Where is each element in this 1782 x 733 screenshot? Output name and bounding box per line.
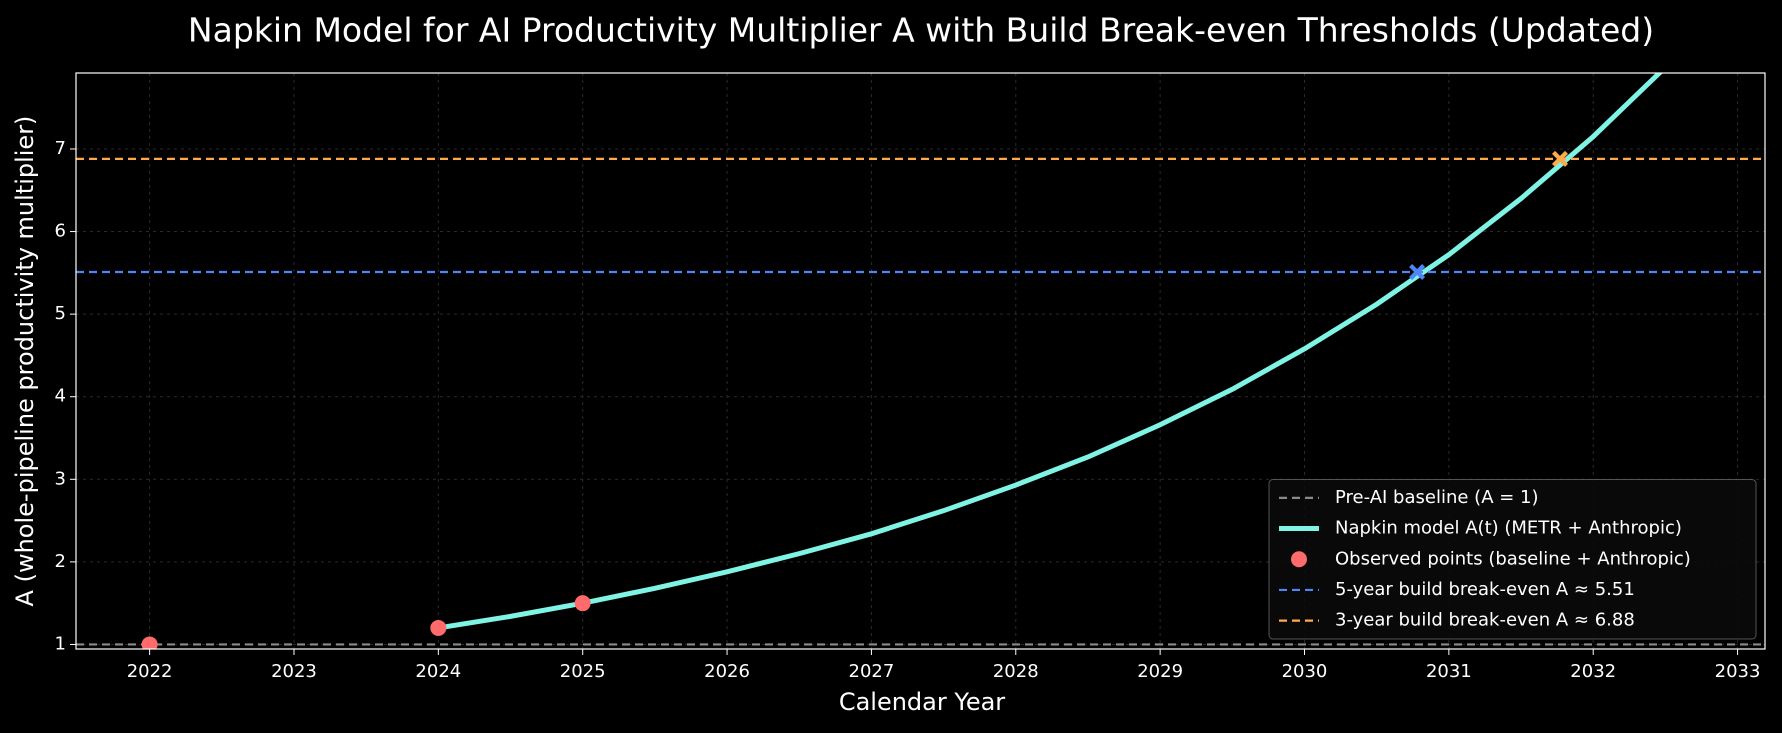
model-curve <box>437 73 1663 631</box>
y-axis-label: A (whole-pipeline productivity multiplie… <box>11 116 39 607</box>
y-tick-label: 3 <box>55 468 66 489</box>
x-axis-label: Calendar Year <box>839 688 1005 716</box>
chart-title: Napkin Model for AI Productivity Multipl… <box>188 11 1654 50</box>
plot-area <box>76 73 1765 649</box>
legend-label: Pre-AI baseline (A = 1) <box>1335 487 1539 508</box>
x-tick-label: 2025 <box>560 661 606 682</box>
x-tick-label: 2026 <box>704 661 750 682</box>
x-tick-label: 2028 <box>993 661 1039 682</box>
observed-point <box>141 636 158 649</box>
x-tick-label: 2032 <box>1570 661 1616 682</box>
x-tick-label: 2031 <box>1426 661 1472 682</box>
x-tick-label: 2029 <box>1137 661 1183 682</box>
x-tick-label: 2027 <box>849 661 895 682</box>
legend-swatch <box>1291 551 1307 568</box>
y-tick-label: 5 <box>55 303 66 324</box>
plot-frame <box>75 72 1766 650</box>
crossing-marker <box>1552 150 1569 167</box>
y-tick-label: 1 <box>55 633 66 654</box>
legend-label: Napkin model A(t) (METR + Anthropic) <box>1335 518 1682 539</box>
y-tick-label: 7 <box>55 138 66 159</box>
crossing-marker <box>1409 264 1426 281</box>
x-tick-label: 2023 <box>271 661 317 682</box>
y-tick-label: 2 <box>55 551 66 572</box>
observed-point <box>430 619 447 636</box>
legend-label: 3-year build break-even A ≈ 6.88 <box>1335 610 1635 631</box>
x-tick-label: 2033 <box>1715 661 1761 682</box>
y-tick-label: 4 <box>55 386 66 407</box>
observed-point <box>574 595 591 612</box>
legend-label: 5-year build break-even A ≈ 5.51 <box>1335 579 1635 600</box>
legend-box <box>1268 479 1757 640</box>
legend-label: Observed points (baseline + Anthropic) <box>1335 548 1691 569</box>
y-tick-label: 6 <box>55 221 66 242</box>
x-tick-label: 2022 <box>127 661 173 682</box>
x-tick-label: 2024 <box>415 661 461 682</box>
x-tick-label: 2030 <box>1282 661 1328 682</box>
